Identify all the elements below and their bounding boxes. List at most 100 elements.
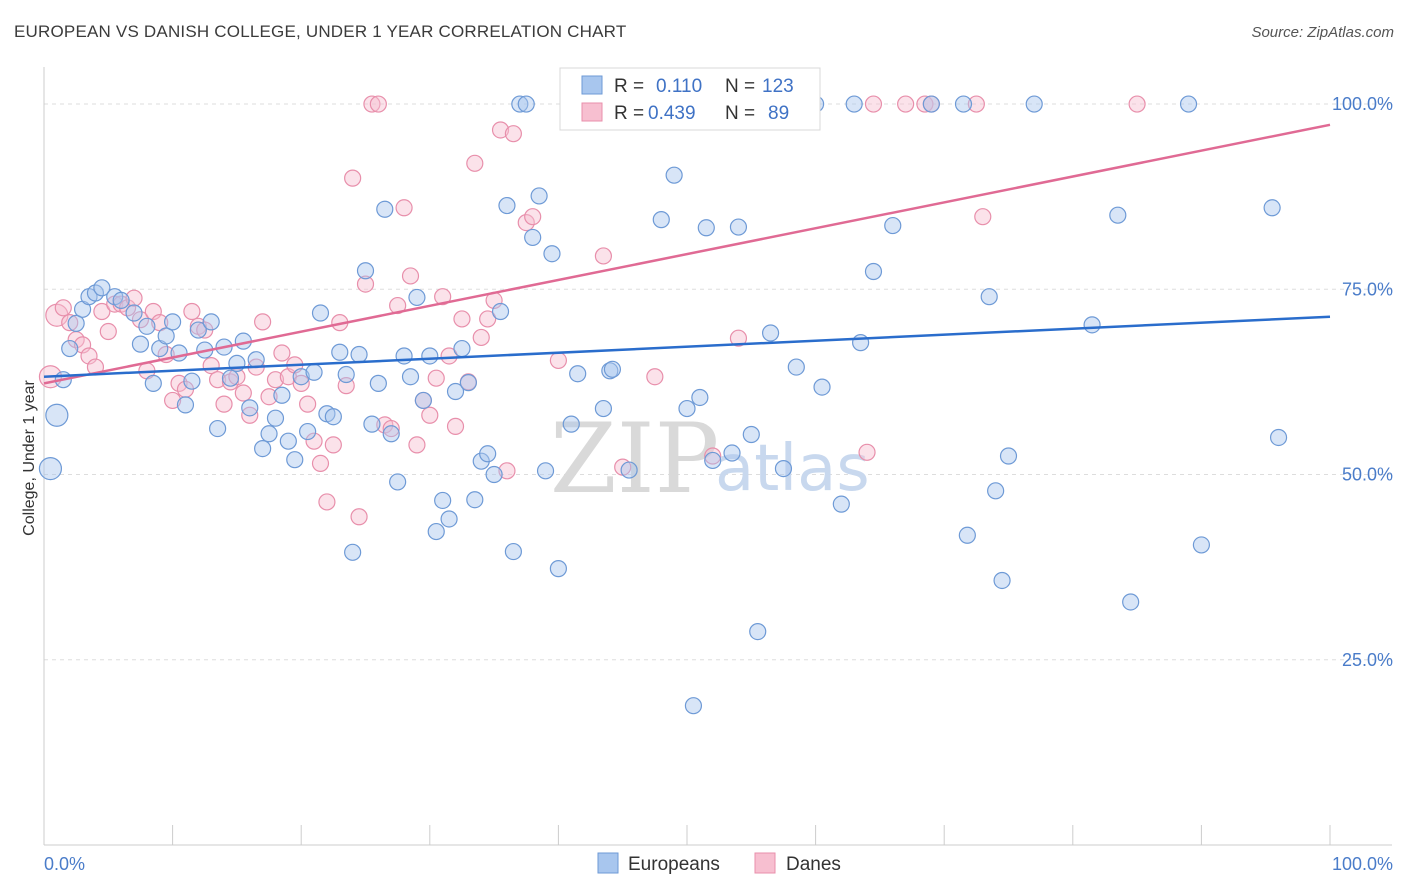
europeans-point-0 (38, 456, 63, 481)
europeans-point-11 (125, 304, 143, 322)
europeans-point-56 (414, 391, 432, 410)
europeans-point-31 (254, 439, 272, 458)
europeans-point-121 (1263, 199, 1281, 217)
danes-point-20 (170, 374, 188, 392)
danes-point-14 (131, 311, 150, 329)
europeans-point-119 (1179, 95, 1198, 113)
europeans-point-20 (183, 372, 201, 390)
danes-point-13 (125, 289, 143, 307)
europeans-point-46 (350, 345, 368, 364)
bottom-legend: Europeans Danes (597, 852, 841, 875)
europeans-point-70 (504, 542, 522, 561)
europeans-point-53 (395, 347, 413, 365)
danes-point-30 (234, 384, 252, 402)
y-tick-label-1: 50.0% (1342, 465, 1393, 485)
danes-point-54 (389, 296, 407, 315)
danes-point-42 (311, 454, 330, 473)
europeans-point-67 (485, 465, 503, 484)
bottom-legend-danes: Danes (786, 854, 841, 875)
y-axis-label: College, Under 1 year (21, 380, 38, 536)
x-tick-labels: 0.0% 100.0% (44, 854, 1393, 874)
watermark-zip: ZIP (550, 403, 719, 515)
europeans-point-88 (665, 166, 683, 184)
europeans-point-59 (434, 491, 452, 510)
legend: R = 0.110 N = 123 R = 0.439 N = 89 (559, 67, 821, 131)
europeans-point-91 (691, 388, 709, 407)
danes-point-71 (498, 462, 516, 480)
europeans-point-44 (337, 365, 355, 384)
bottom-legend-swatch-europeans (597, 852, 619, 874)
europeans-point-54 (401, 368, 420, 386)
europeans-point-62 (453, 339, 471, 358)
europeans-point-4 (67, 314, 85, 332)
watermark: ZIP atlas (550, 403, 870, 515)
europeans-point-79 (569, 365, 587, 383)
europeans-point-34 (273, 386, 291, 404)
europeans-point-57 (421, 347, 439, 365)
europeans-point-102 (813, 378, 831, 396)
europeans-point-21 (189, 321, 207, 339)
europeans-point-92 (697, 219, 715, 237)
danes-point-84 (916, 95, 934, 113)
europeans-point-94 (723, 444, 741, 462)
chart-title: EUROPEAN VS DANISH COLLEGE, UNDER 1 YEAR… (14, 22, 627, 41)
europeans-point-50 (376, 200, 394, 218)
y-tick-label-3: 100.0% (1332, 94, 1393, 114)
danes-point-41 (305, 432, 323, 450)
europeans-point-16 (157, 327, 175, 345)
europeans-point-55 (408, 288, 426, 307)
danes-point-36 (273, 344, 291, 362)
europeans-point-29 (241, 399, 259, 417)
europeans-point-108 (922, 95, 940, 113)
europeans-point-13 (138, 317, 156, 335)
danes-point-40 (299, 395, 317, 413)
bottom-legend-swatch-danes (754, 852, 776, 874)
europeans-point-75 (536, 462, 555, 480)
europeans-point-33 (266, 409, 285, 427)
axes (43, 67, 1392, 846)
danes-point-59 (421, 406, 439, 424)
danes-point-87 (974, 208, 992, 226)
x-tick-label-max: 100.0% (1332, 854, 1393, 874)
europeans-point-48 (363, 415, 381, 433)
europeans-point-81 (594, 399, 613, 418)
danes-point-48 (350, 508, 368, 526)
europeans-point-8 (93, 279, 111, 297)
europeans-point-93 (704, 451, 722, 470)
europeans-point-99 (774, 459, 793, 478)
europeans-point-47 (356, 262, 375, 280)
bottom-legend-europeans: Europeans (628, 854, 720, 875)
europeans-point-114 (999, 447, 1018, 465)
europeans-point-39 (305, 363, 323, 381)
europeans-point-89 (678, 399, 696, 418)
chart-source: Source: ZipAtlas.com (1251, 24, 1394, 41)
legend-r-value-1: 0.110 (656, 76, 702, 97)
europeans-point-40 (311, 304, 330, 322)
europeans-point-83 (603, 360, 622, 378)
europeans-point-58 (427, 522, 445, 541)
europeans-point-66 (479, 445, 497, 463)
europeans-point-107 (884, 216, 902, 235)
europeans-point-97 (749, 623, 767, 641)
danes-point-72 (504, 125, 522, 143)
europeans-point-87 (652, 211, 670, 229)
x-tick-label-min: 0.0% (44, 854, 85, 874)
danes-point-70 (491, 121, 510, 139)
europeans-point-42 (324, 408, 342, 426)
europeans-point-3 (61, 339, 79, 358)
danes-point-78 (646, 368, 664, 386)
europeans-point-72 (517, 95, 535, 113)
europeans-point-77 (549, 560, 568, 578)
europeans-point-24 (209, 419, 227, 438)
legend-r-label-2: R = (614, 103, 644, 124)
danes-trendline (43, 123, 1331, 385)
europeans-point-112 (987, 482, 1005, 500)
europeans-point-12 (131, 335, 150, 353)
danes-point-74 (524, 208, 542, 226)
europeans-point-90 (684, 697, 703, 715)
europeans-point-32 (260, 425, 278, 443)
danes-point-82 (864, 95, 883, 113)
danes-point-2 (54, 299, 72, 317)
europeans-point-71 (511, 95, 529, 113)
